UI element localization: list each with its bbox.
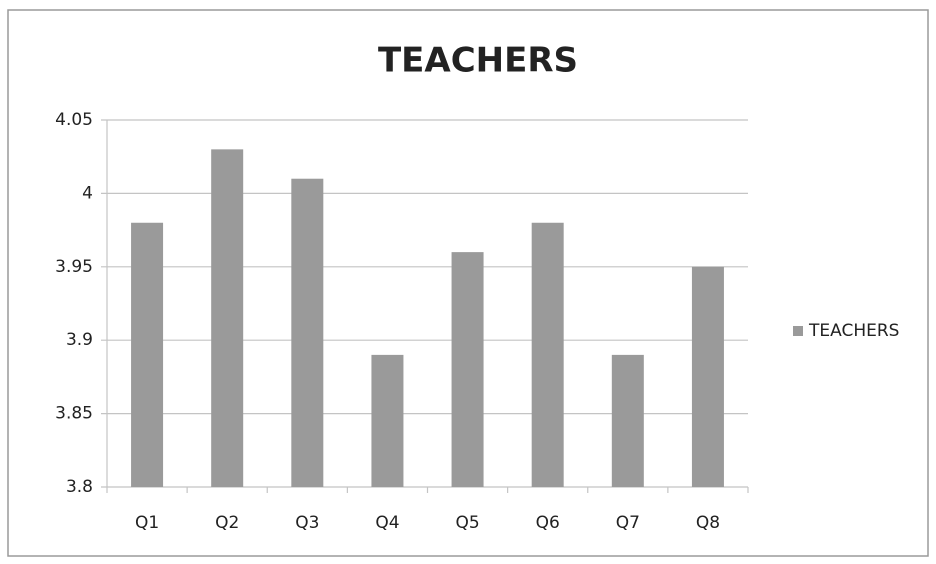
bar	[691, 266, 724, 487]
x-tick-label: Q7	[616, 513, 640, 533]
x-tick-label: Q5	[455, 513, 479, 533]
bar	[211, 149, 244, 488]
x-tick-label: Q4	[375, 513, 399, 533]
y-tick-label: 4	[82, 183, 93, 203]
bar	[611, 354, 644, 487]
x-tick-label: Q3	[295, 513, 319, 533]
bar	[371, 354, 404, 487]
y-tick-label: 3.85	[55, 404, 93, 424]
x-tick-label: Q1	[135, 513, 159, 533]
x-tick-label: Q6	[536, 513, 560, 533]
bar	[131, 222, 164, 487]
legend-swatch	[793, 326, 803, 336]
bar	[291, 178, 324, 487]
chart-title: TEACHERS	[378, 41, 578, 81]
bar	[451, 252, 484, 487]
x-tick-label: Q8	[696, 513, 720, 533]
x-tick-label: Q2	[215, 513, 239, 533]
y-tick-label: 3.8	[66, 477, 93, 497]
y-tick-label: 3.95	[55, 257, 93, 277]
y-tick-label: 3.9	[66, 330, 93, 350]
y-tick-label: 4.05	[55, 110, 93, 130]
legend-label: TEACHERS	[808, 321, 899, 341]
bar	[531, 222, 564, 487]
